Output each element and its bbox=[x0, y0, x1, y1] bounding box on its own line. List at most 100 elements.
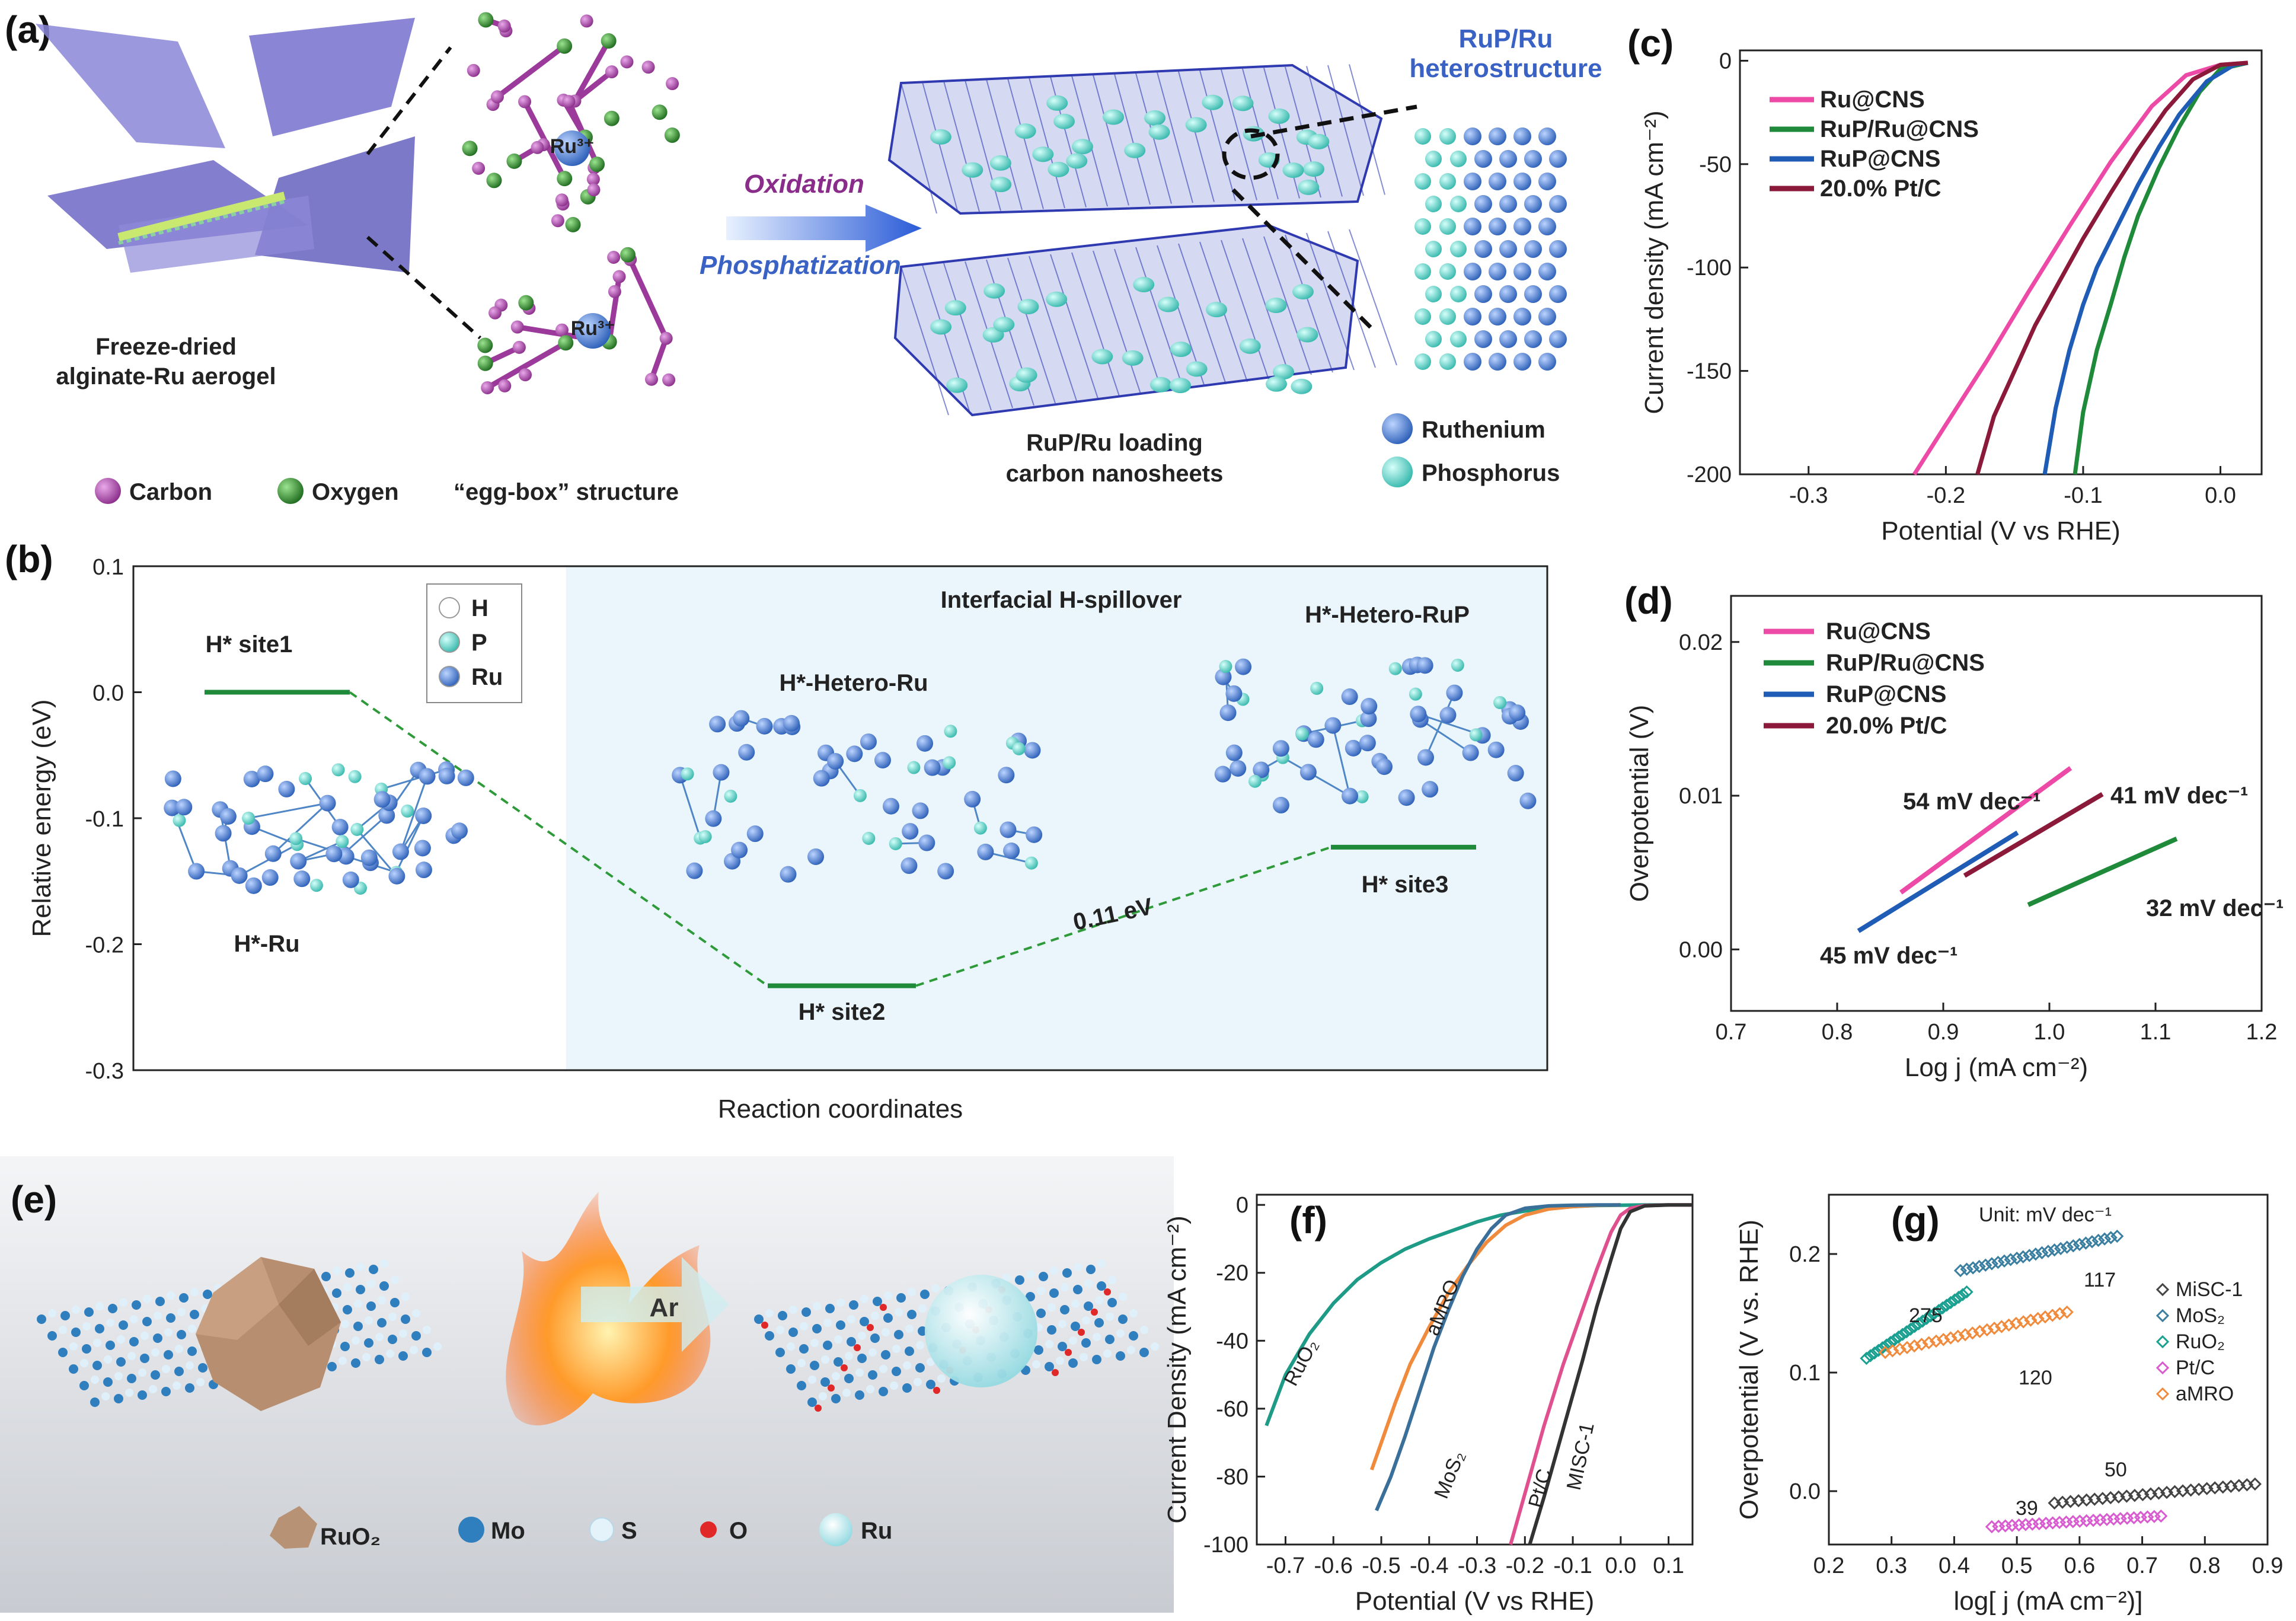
ar-arrow-icon bbox=[581, 1257, 729, 1352]
ruo2-legend-label: RuO₂ bbox=[320, 1524, 381, 1550]
ruthenium-atom bbox=[783, 714, 800, 732]
ruthenium-atom bbox=[1462, 744, 1479, 761]
s-atom bbox=[916, 1341, 924, 1349]
mo-atom bbox=[161, 1387, 171, 1396]
carbon-nanosheets bbox=[887, 63, 1397, 417]
s-atom bbox=[190, 1288, 199, 1296]
data-point-RuO₂ bbox=[1892, 1330, 1905, 1344]
ruthenium-atom bbox=[827, 752, 844, 770]
data-point-RuO₂ bbox=[1944, 1295, 1957, 1310]
ruthenium-atom bbox=[415, 807, 432, 824]
mo-atom bbox=[1084, 1301, 1093, 1311]
rup-particle bbox=[1170, 342, 1192, 358]
bond bbox=[496, 44, 566, 99]
o-atom bbox=[828, 1384, 835, 1392]
o-atom bbox=[841, 1364, 848, 1371]
x-tick-label: 0.3 bbox=[1876, 1553, 1907, 1578]
mo-atom bbox=[375, 1355, 384, 1364]
sheet-grid-line bbox=[943, 263, 992, 411]
carbon-atom bbox=[555, 193, 569, 207]
data-point-RuO₂ bbox=[1860, 1351, 1873, 1365]
mo-atom bbox=[799, 1344, 809, 1354]
rup-particle bbox=[1157, 296, 1179, 312]
mo-atom bbox=[106, 1341, 115, 1350]
s-atom bbox=[140, 1332, 149, 1340]
mo-atom bbox=[1118, 1314, 1128, 1324]
ruthenium-atom bbox=[1003, 843, 1020, 860]
aerogel-sheets bbox=[36, 18, 415, 273]
mo-atom bbox=[1058, 1342, 1067, 1351]
carbon-atom bbox=[512, 340, 526, 354]
mo-atom bbox=[1068, 1358, 1078, 1368]
ruthenium-atom bbox=[1513, 263, 1531, 280]
s-atom bbox=[1140, 1326, 1148, 1334]
ruthenium-atom bbox=[1489, 308, 1506, 326]
sheet-grid-line bbox=[1263, 236, 1312, 375]
x-tick-label: 0.5 bbox=[2001, 1553, 2033, 1578]
x-tick-label: 0.8 bbox=[1822, 1020, 1853, 1045]
x-tick-label: 0.7 bbox=[2126, 1553, 2158, 1578]
ruthenium-atom bbox=[243, 770, 260, 787]
rup-particle bbox=[1232, 95, 1254, 111]
mo-atom bbox=[345, 1268, 355, 1278]
sheet-grid-line bbox=[900, 266, 949, 416]
s-atom bbox=[59, 1326, 67, 1334]
ruthenium-atom bbox=[1489, 218, 1506, 235]
x-tick-label: 1.0 bbox=[2034, 1020, 2065, 1045]
cluster-bond bbox=[381, 768, 447, 790]
s-atom bbox=[82, 1322, 91, 1330]
s-atom bbox=[1108, 1276, 1116, 1284]
x-tick-label: -0.7 bbox=[1266, 1553, 1305, 1578]
y-tick-label: 0.02 bbox=[1679, 630, 1723, 655]
data-point-RuO₂ bbox=[1920, 1312, 1934, 1325]
phosphorus-atom bbox=[1414, 263, 1431, 280]
ruthenium-atom bbox=[1345, 739, 1362, 757]
ruthenium-atom bbox=[1219, 704, 1237, 722]
mo-atom bbox=[140, 1354, 149, 1363]
data-point-MiSC-1 bbox=[2248, 1477, 2262, 1491]
s-atom bbox=[890, 1381, 898, 1390]
carbon-atom bbox=[518, 95, 532, 109]
structure-label: H*-Hetero-Ru bbox=[779, 670, 928, 696]
ruthenium-atom bbox=[419, 768, 436, 785]
ruthenium-atom bbox=[1464, 218, 1481, 235]
ru-legend-label: Ru bbox=[861, 1518, 892, 1544]
ruthenium-atom bbox=[1464, 308, 1481, 326]
legend-label: RuP/Ru@CNS bbox=[1820, 116, 1979, 142]
x-tick-label: -0.6 bbox=[1314, 1553, 1352, 1578]
rup-particle bbox=[990, 177, 1012, 193]
mo-atom bbox=[411, 1331, 421, 1341]
level-label: H* site1 bbox=[206, 631, 293, 658]
s-atom bbox=[1093, 1333, 1101, 1341]
s-atom bbox=[114, 1372, 123, 1380]
sheet-grid-line bbox=[943, 81, 980, 212]
cluster-bond bbox=[343, 815, 388, 855]
slope-label: 41 mV dec⁻¹ bbox=[2110, 783, 2248, 809]
legend-label: RuP@CNS bbox=[1826, 681, 1946, 707]
phosphorus-atom bbox=[1248, 774, 1262, 788]
rup-particle bbox=[1046, 291, 1068, 307]
ru-ion-label-1: Ru³⁺ bbox=[550, 135, 595, 158]
ruthenium-atom bbox=[1464, 353, 1481, 371]
mo-atom bbox=[1062, 1268, 1072, 1278]
data-point-Pt/C bbox=[2154, 1509, 2168, 1523]
mo-atom bbox=[353, 1322, 363, 1331]
panel-f-label: (f) bbox=[1289, 1199, 1327, 1242]
mo-atom bbox=[340, 1342, 350, 1351]
s-atom bbox=[832, 1372, 840, 1380]
plot-frame bbox=[1256, 1194, 1694, 1546]
mo-atom bbox=[1073, 1285, 1082, 1294]
legend-label: RuP/Ru@CNS bbox=[1826, 650, 1985, 676]
sheet-grid-line bbox=[900, 82, 937, 214]
slope-label: 54 mV dec⁻¹ bbox=[1903, 789, 2040, 815]
data-point-MoS₂ bbox=[2016, 1250, 2030, 1263]
ruthenium-atom bbox=[882, 797, 899, 815]
mo-atom bbox=[1107, 1298, 1117, 1307]
x-tick-label: -0.1 bbox=[2064, 483, 2102, 508]
x-tick-label: 0.9 bbox=[1928, 1020, 1959, 1045]
data-point-RuO₂ bbox=[1912, 1317, 1925, 1330]
ruthenium-atom bbox=[188, 863, 205, 880]
ruthenium-atom bbox=[1549, 240, 1567, 258]
phosphorus-atom bbox=[348, 770, 362, 783]
s-atom bbox=[797, 1359, 806, 1367]
